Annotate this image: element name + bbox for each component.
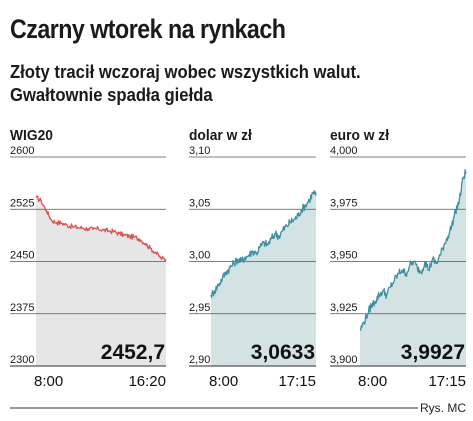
dollar-last-value: 3,0633 xyxy=(251,341,315,364)
dollar-ytick-label: 2,95 xyxy=(189,302,210,314)
wig20-ytick-label: 2600 xyxy=(10,145,34,157)
credit-text: Rys. MC xyxy=(420,401,466,415)
wig20-xtick-end: 16:20 xyxy=(128,373,166,390)
euro-area xyxy=(360,169,466,366)
dollar-xtick-start: 8:00 xyxy=(209,373,238,390)
wig20-ytick-label: 2525 xyxy=(10,197,34,209)
wig20-area xyxy=(36,196,166,366)
wig20-chart-title: WIG20 xyxy=(10,127,53,144)
euro-series-line xyxy=(359,168,467,332)
wig20-last-value: 2452,7 xyxy=(101,341,165,364)
dollar-chart-title: dolar w zł xyxy=(189,127,252,144)
euro-ytick-label: 3,950 xyxy=(330,250,358,262)
page-title: Czarny wtorek na rynkach xyxy=(10,14,286,44)
euro-ytick-label: 4,000 xyxy=(330,145,358,157)
subtitle-line-2: Gwałtownie spadła giełda xyxy=(10,84,213,105)
dollar-ytick-label: 3,10 xyxy=(189,145,210,157)
dollar-series-line xyxy=(210,190,317,299)
subtitle-line-1: Złoty tracił wczoraj wobec wszystkich wa… xyxy=(10,61,361,82)
wig20-ytick-label: 2300 xyxy=(10,354,34,366)
euro-chart: 4,000 3,975 3,950 3,925 3,900 3,9927 8:00 17:15 xyxy=(330,145,467,390)
euro-chart-title: euro w zł xyxy=(330,127,390,144)
wig20-series-line xyxy=(35,195,167,262)
dollar-xtick-end: 17:15 xyxy=(278,373,316,390)
dollar-area xyxy=(211,190,316,366)
page-subtitle: Złoty tracił wczoraj wobec wszystkich wa… xyxy=(10,60,361,106)
euro-ytick-label: 3,975 xyxy=(330,197,358,209)
euro-ytick-label: 3,925 xyxy=(330,302,358,314)
wig20-xtick-start: 8:00 xyxy=(34,373,63,390)
euro-xtick-end: 17:15 xyxy=(428,373,466,390)
dollar-ytick-label: 3,05 xyxy=(189,197,210,209)
dollar-ytick-label: 2,90 xyxy=(189,354,210,366)
dollar-chart: 3,10 3,05 3,00 2,95 2,90 3,0633 8:00 17:15 xyxy=(189,145,317,390)
euro-last-value: 3,9927 xyxy=(401,341,465,364)
euro-xtick-start: 8:00 xyxy=(358,373,387,390)
dollar-ytick-label: 3,00 xyxy=(189,250,210,262)
wig20-chart: 2600 2525 2450 2375 2300 2452,7 8:00 16:20 xyxy=(10,145,167,390)
wig20-ytick-label: 2375 xyxy=(10,302,34,314)
wig20-ytick-label: 2450 xyxy=(10,250,34,262)
euro-ytick-label: 3,900 xyxy=(330,354,358,366)
